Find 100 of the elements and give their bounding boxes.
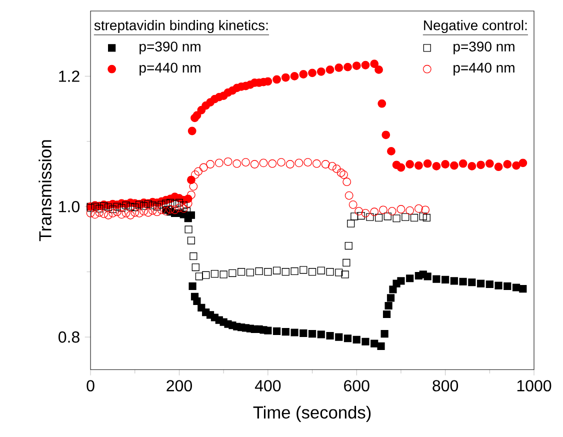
point (232, 159, 242, 168)
point (184, 226, 192, 234)
point (370, 208, 379, 216)
point (153, 202, 161, 210)
point (335, 268, 343, 276)
point (290, 267, 298, 275)
point (419, 212, 427, 220)
point (277, 158, 286, 166)
point (422, 214, 430, 222)
point (96, 204, 104, 212)
point (199, 163, 208, 172)
point (286, 160, 294, 168)
point (238, 268, 246, 276)
point (192, 263, 200, 272)
x-tick-label: 200 (166, 380, 192, 392)
annotation: streptavidin binding kinetics: (94, 20, 268, 34)
point (189, 182, 198, 191)
point (170, 200, 179, 208)
point (328, 162, 336, 170)
point (95, 208, 104, 217)
point (361, 208, 370, 218)
point (202, 271, 210, 279)
point (392, 214, 400, 222)
point (384, 212, 392, 220)
point (282, 268, 290, 276)
point (259, 158, 268, 168)
point (210, 270, 219, 278)
point (148, 206, 157, 215)
point (206, 160, 214, 168)
point (421, 206, 430, 214)
point (317, 266, 325, 274)
point (357, 212, 365, 220)
point (268, 159, 277, 168)
point (158, 200, 166, 208)
point (332, 164, 341, 174)
x-tick-label: 600 (344, 380, 370, 392)
y-tick-label: 1.2 (59, 70, 80, 82)
point (342, 178, 352, 186)
point (255, 267, 263, 275)
point (118, 204, 126, 212)
point (228, 269, 236, 277)
point (406, 206, 414, 215)
point (347, 220, 355, 228)
x-axis-title: Time (seconds) (253, 406, 371, 422)
point (122, 208, 130, 218)
point (350, 212, 358, 220)
point (179, 204, 188, 213)
point (194, 167, 202, 176)
point (144, 208, 152, 217)
point (388, 207, 396, 216)
point (304, 158, 312, 166)
point (354, 207, 364, 216)
point (148, 202, 156, 210)
point (157, 206, 166, 214)
point (170, 206, 179, 214)
point (344, 191, 354, 200)
point (326, 268, 334, 276)
point (341, 270, 349, 278)
x-tick-label: 800 (432, 380, 458, 392)
point (131, 203, 139, 212)
point (90, 210, 100, 219)
point (126, 202, 134, 210)
point (336, 168, 346, 177)
point (126, 210, 135, 220)
point (348, 200, 358, 209)
point (166, 205, 175, 214)
point (224, 157, 232, 166)
legend-label: p=390 nm (454, 42, 514, 54)
point (402, 213, 410, 221)
point (86, 208, 95, 218)
point (340, 170, 348, 179)
point (166, 198, 174, 207)
point (135, 208, 144, 218)
point (344, 242, 352, 250)
point (264, 268, 272, 276)
point (187, 190, 196, 200)
point (140, 207, 148, 216)
point (246, 268, 254, 276)
x-tick-label: 0 (86, 380, 94, 392)
point (190, 252, 198, 260)
point (104, 210, 112, 220)
y-tick-label: 0.8 (58, 331, 80, 343)
point (379, 206, 388, 214)
point (187, 236, 196, 244)
point (220, 270, 228, 278)
point (112, 208, 122, 216)
legend-label: p=440 nm (140, 62, 200, 76)
point (272, 266, 281, 274)
point (300, 266, 308, 274)
point (410, 214, 418, 222)
x-tick-label: 1000 (517, 380, 552, 392)
point (321, 160, 330, 168)
x-tick-label: 400 (254, 380, 281, 392)
annotation: Negative control: (424, 20, 527, 34)
point (414, 204, 423, 213)
point (308, 268, 316, 276)
point (374, 214, 383, 222)
point (366, 213, 374, 221)
point (100, 210, 108, 218)
point (117, 210, 126, 219)
